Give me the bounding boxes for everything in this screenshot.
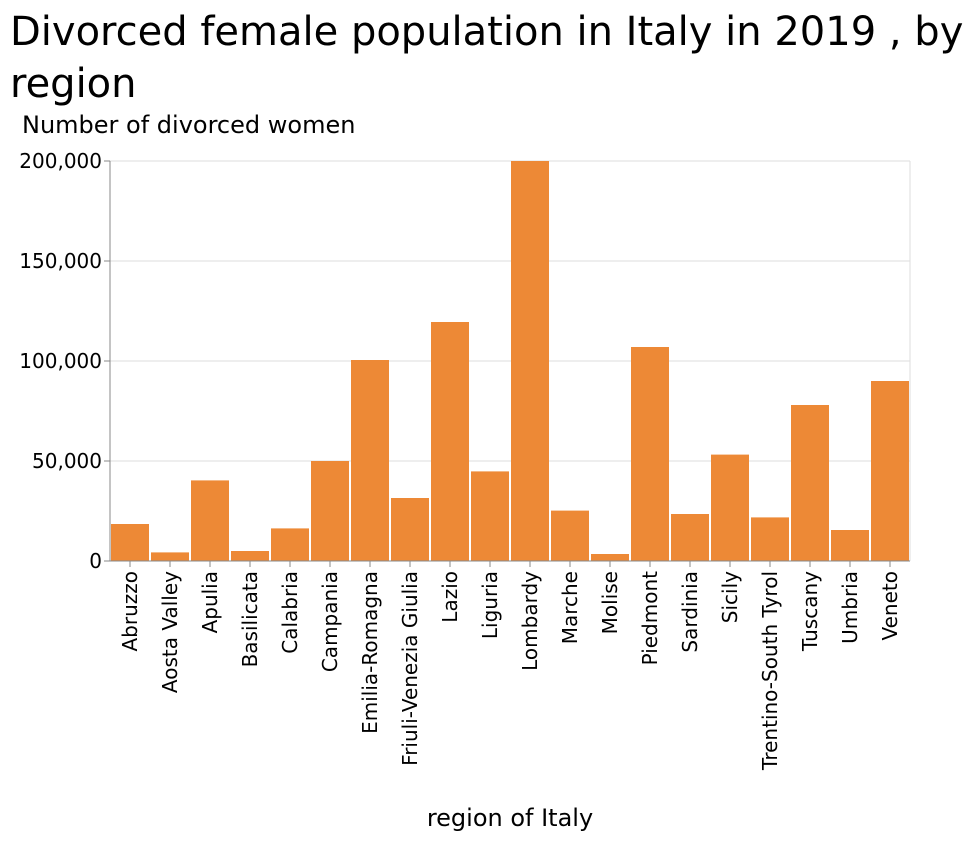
x-tick-label: Veneto	[878, 571, 902, 641]
x-tick-label: Lazio	[438, 571, 462, 623]
y-tick-label: 200,000	[19, 149, 102, 173]
gridlines	[110, 160, 911, 562]
bar-molise	[591, 554, 629, 561]
bar-basilicata	[231, 551, 269, 561]
bar-calabria	[271, 528, 309, 561]
bars	[111, 161, 909, 561]
x-tick-label: Aosta Valley	[158, 571, 182, 693]
x-tick-label: Friuli-Venezia Giulia	[398, 571, 422, 766]
x-tick-label: Umbria	[838, 571, 862, 644]
bar-emilia-romagna	[351, 360, 389, 561]
x-tick-label: Marche	[558, 571, 582, 644]
y-axis-title: Number of divorced women	[22, 111, 355, 139]
bar-tuscany	[791, 405, 829, 561]
x-tick-label: Campania	[318, 571, 342, 672]
x-tick-label: Piedmont	[638, 571, 662, 666]
x-tick-label: Abruzzo	[118, 571, 142, 652]
bar-apulia	[191, 480, 229, 561]
y-tick-label: 50,000	[32, 449, 102, 473]
x-tick-label: Lombardy	[518, 571, 542, 671]
bar-abruzzo	[111, 524, 149, 561]
bar-veneto	[871, 381, 909, 561]
x-tick-label: Tuscany	[798, 571, 822, 652]
x-tick-label: Apulia	[198, 571, 222, 633]
bar-liguria	[471, 471, 509, 561]
x-tick-label: Calabria	[278, 571, 302, 654]
bar-sardinia	[671, 514, 709, 561]
bar-aosta-valley	[151, 552, 189, 561]
y-axis: 0 50,000 100,000 150,000 200,000	[19, 149, 111, 573]
bar-marche	[551, 510, 589, 561]
x-tick-label: Basilicata	[238, 571, 262, 667]
x-axis-title: region of Italy	[427, 804, 593, 832]
y-tick-label: 0	[89, 549, 102, 573]
bar-piedmont	[631, 347, 669, 561]
bar-friuli-venezia-giulia	[391, 498, 429, 561]
x-tick-label: Sardinia	[678, 571, 702, 653]
bar-sicily	[711, 454, 749, 561]
bar-trentino-south-tyrol	[751, 517, 789, 561]
bar-campania	[311, 461, 349, 561]
chart-title: Divorced female population in Italy in 2…	[10, 9, 964, 107]
x-tick-label: Emilia-Romagna	[358, 571, 382, 734]
x-tick-label: Trentino-South Tyrol	[758, 571, 782, 771]
x-tick-label: Liguria	[478, 571, 502, 639]
y-tick-label: 150,000	[19, 249, 102, 273]
x-tick-label: Sicily	[718, 571, 742, 623]
bar-umbria	[831, 530, 869, 561]
y-tick-label: 100,000	[19, 349, 102, 373]
bar-lombardy	[511, 161, 549, 561]
x-tick-label: Molise	[598, 571, 622, 634]
x-axis: Abruzzo Aosta Valley Apulia Basilicata Calab…	[110, 560, 910, 771]
bar-lazio	[431, 322, 469, 561]
